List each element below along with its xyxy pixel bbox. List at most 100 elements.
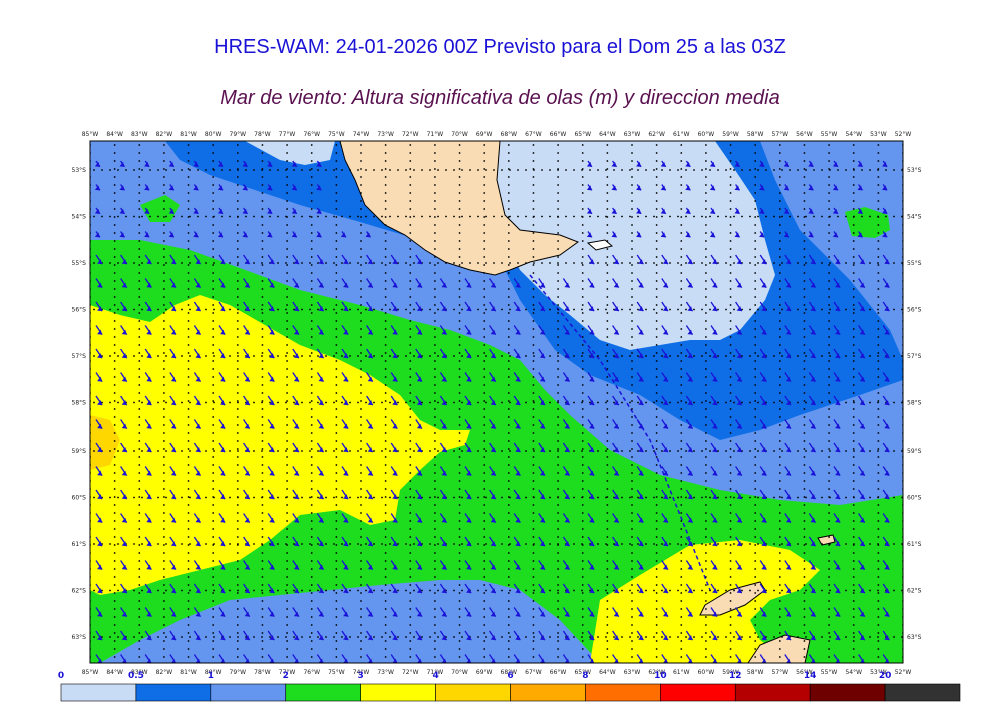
- grid-dot: [507, 408, 510, 410]
- grid-dot: [93, 401, 95, 404]
- grid-dot: [631, 208, 633, 210]
- grid-dot: [389, 355, 391, 357]
- direction-arrow-head: [121, 564, 127, 570]
- grid-dot: [286, 360, 288, 362]
- grid-dot: [113, 320, 116, 322]
- grid-dot: [409, 224, 412, 226]
- grid-dot: [677, 215, 679, 218]
- grid-dot: [877, 320, 880, 322]
- grid-dot: [507, 456, 510, 458]
- grid-dot: [606, 152, 609, 154]
- grid-dot: [655, 432, 658, 434]
- grid-dot: [557, 200, 559, 202]
- grid-dot: [655, 608, 658, 610]
- grid-dot: [778, 472, 781, 474]
- grid-dot: [509, 401, 511, 404]
- grid-dot: [261, 320, 264, 322]
- grid-dot: [163, 288, 165, 290]
- direction-arrow-head: [564, 611, 570, 617]
- grid-dot: [853, 169, 855, 171]
- grid-dot: [286, 456, 288, 458]
- grid-dot: [409, 288, 412, 290]
- grid-dot: [581, 232, 584, 234]
- grid-dot: [113, 240, 116, 242]
- direction-arrow-head: [687, 658, 693, 663]
- grid-dot: [384, 248, 387, 250]
- grid-dot: [581, 543, 583, 545]
- grid-dot: [434, 472, 436, 474]
- direction-arrow-head: [613, 611, 619, 617]
- grid-dot: [261, 160, 264, 162]
- grid-dot: [285, 636, 287, 638]
- grid-dot: [532, 424, 535, 426]
- grid-dot: [335, 560, 338, 562]
- grid-dot: [253, 355, 255, 357]
- grid-dot: [645, 215, 647, 218]
- grid-dot: [113, 264, 116, 266]
- grid-dot: [310, 296, 313, 298]
- grid-dot: [212, 624, 215, 626]
- grid-dot: [113, 536, 116, 538]
- grid-dot: [483, 176, 486, 178]
- grid-dot: [803, 424, 806, 426]
- grid-dot: [606, 360, 609, 362]
- direction-arrow-head: [515, 635, 521, 641]
- grid-dot: [507, 528, 510, 530]
- grid-dot: [384, 552, 387, 554]
- grid-dot: [655, 520, 658, 522]
- grid-dot: [803, 208, 806, 210]
- grid-dot: [335, 440, 338, 442]
- direction-arrow-head: [168, 161, 174, 167]
- grid-dot: [557, 184, 559, 186]
- direction-arrow-head: [884, 259, 890, 265]
- grid-dot: [483, 200, 486, 202]
- grid-dot: [533, 401, 535, 404]
- grid-dot: [310, 624, 313, 626]
- grid-dot: [581, 552, 584, 554]
- direction-arrow-head: [242, 161, 248, 167]
- grid-dot: [133, 401, 135, 404]
- grid-dot: [261, 184, 264, 186]
- grid-dot: [705, 528, 707, 530]
- direction-arrow-head: [193, 185, 199, 191]
- grid-dot: [869, 543, 871, 545]
- grid-dot: [828, 488, 830, 490]
- direction-arrow-head: [589, 494, 595, 500]
- grid-dot: [317, 355, 319, 357]
- direction-arrow-head: [490, 423, 496, 429]
- direction-arrow-head: [490, 306, 496, 312]
- grid-dot: [483, 536, 486, 538]
- grid-dot: [637, 543, 639, 545]
- grid-dot: [360, 392, 362, 394]
- grid-dot: [805, 262, 807, 264]
- grid-dot: [261, 296, 264, 298]
- grid-dot: [532, 432, 535, 434]
- lon-label-top: 84°W: [106, 131, 123, 138]
- grid-dot: [653, 262, 655, 264]
- grid-dot: [181, 450, 183, 452]
- direction-arrow-head: [343, 423, 349, 429]
- grid-dot: [286, 464, 288, 466]
- grid-dot: [532, 384, 535, 386]
- direction-arrow-head: [638, 400, 644, 406]
- grid-dot: [606, 656, 609, 658]
- grid-dot: [754, 568, 757, 570]
- grid-dot: [113, 552, 116, 554]
- grid-dot: [805, 636, 807, 638]
- direction-arrow-head: [441, 353, 447, 359]
- grid-dot: [532, 352, 535, 354]
- grid-dot: [778, 256, 781, 258]
- grid-dot: [434, 256, 436, 258]
- grid-dot: [477, 589, 479, 592]
- grid-dot: [163, 368, 165, 370]
- grid-dot: [187, 392, 190, 394]
- grid-dot: [325, 401, 327, 404]
- grid-dot: [157, 589, 159, 592]
- small-island-1: [817, 534, 836, 546]
- direction-arrow-head: [734, 208, 740, 214]
- grid-dot: [629, 450, 631, 452]
- grid-dot: [803, 576, 806, 578]
- direction-arrow-head: [269, 306, 275, 312]
- direction-arrow-head: [736, 400, 742, 406]
- grid-dot: [789, 215, 791, 218]
